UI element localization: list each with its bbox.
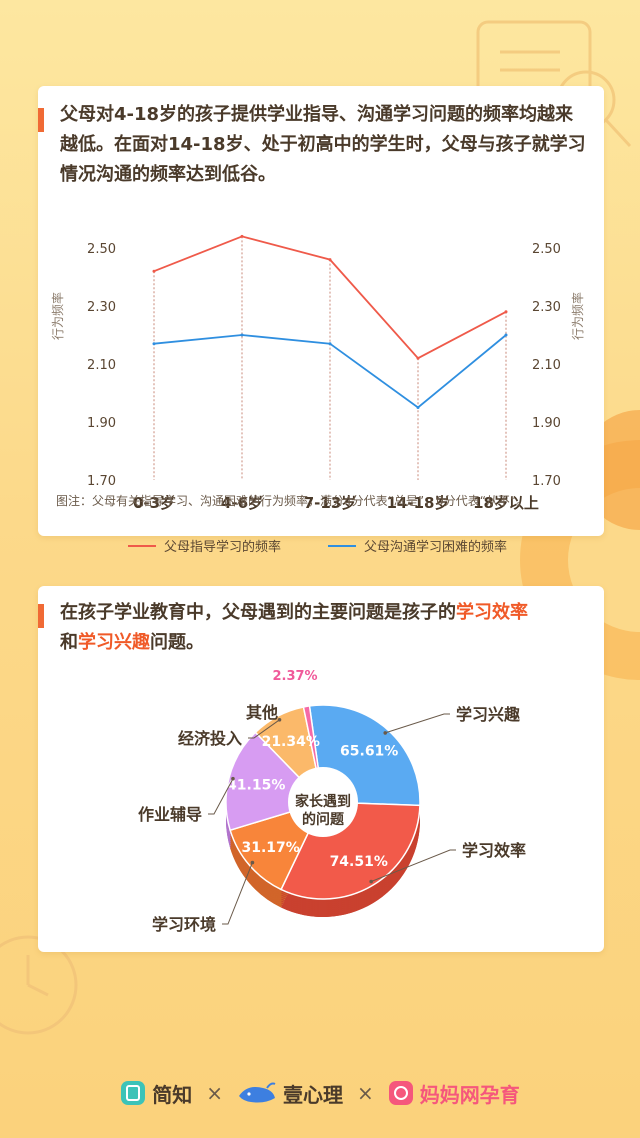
- whale-logo-icon: [239, 1082, 276, 1103]
- donut-slice-edge: [281, 819, 420, 913]
- heading-text: 和: [60, 632, 78, 653]
- data-point: [328, 258, 332, 262]
- leader-line: [385, 713, 450, 734]
- y-tick-label-right: 2.50: [532, 242, 561, 257]
- leader-dot: [231, 776, 235, 781]
- slice-value-label: 41.15%: [227, 778, 285, 794]
- slice-category-label: 学习兴趣: [456, 705, 521, 724]
- heading-highlight-efficiency: 学习效率: [456, 602, 528, 623]
- slice-category-label: 学习环境: [152, 915, 216, 934]
- jianzhi-logo-icon: [121, 1081, 146, 1105]
- line-chart: 2.50 2.50 2.30 2.30 2.10 2.10 1.90 1.90 1.70 1.70…: [50, 234, 585, 555]
- y-tick-label-left: 1.70: [87, 474, 116, 489]
- footer-brands: 简知 × 壹心理 × 妈妈网孕育: [0, 1070, 640, 1116]
- data-point: [152, 269, 156, 273]
- y-tick-label-left: 2.50: [87, 242, 116, 257]
- y-tick-label-left: 2.10: [87, 358, 116, 373]
- y-tick-label-right: 2.10: [532, 358, 561, 373]
- separator: ×: [206, 1081, 223, 1105]
- x-tick-label: 4-6岁: [221, 494, 263, 512]
- brand-jianzhi[interactable]: 简知: [120, 1079, 192, 1108]
- leader-dot: [277, 717, 282, 722]
- chart-note: 图注：父母有关指导学习、沟通困难的行为频率，满分4分代表“总是”，0分代表“从不…: [56, 494, 529, 508]
- donut-slice-edge: [281, 809, 420, 903]
- leader-line: [248, 719, 280, 739]
- section2-heading: 在孩子学业教育中，父母遇到的主要问题是孩子的学习效率和学习兴趣问题。: [60, 598, 586, 658]
- y-tick-label-left: 2.30: [87, 300, 116, 315]
- x-tick-label: 0-3岁: [133, 494, 175, 512]
- legend-label: 父母沟通学习困难的频率: [364, 539, 507, 555]
- leader-line: [370, 849, 456, 883]
- slice-value-label: 2.37%: [272, 669, 317, 684]
- brand-jianzhi-label: 简知: [152, 1082, 193, 1107]
- x-tick-label: 7-13岁: [304, 494, 357, 512]
- y-tick-label-left: 1.90: [87, 416, 116, 431]
- separator: ×: [357, 1081, 374, 1105]
- leader-line: [222, 862, 253, 925]
- donut-slice-edge: [281, 811, 420, 905]
- heading-highlight-interest: 学习兴趣: [78, 632, 150, 653]
- slice-category-label: 经济投入: [178, 729, 242, 748]
- slice-value-label: 65.61%: [340, 744, 398, 760]
- leader-dot: [250, 860, 255, 865]
- slice-value-label: 31.17%: [241, 840, 299, 856]
- section1-heading: 父母对4-18岁的孩子提供学业指导、沟通学习问题的频率均越来越低。在面对14-1…: [60, 104, 586, 185]
- donut-slice-edge: [281, 823, 420, 917]
- problems-card: 在孩子学业教育中，父母遇到的主要问题是孩子的学习效率 和学习兴趣问题。 家长遇到的…: [38, 586, 604, 952]
- donut-slice-edge: [281, 807, 420, 901]
- center-label-1: 家长遇到: [295, 793, 351, 810]
- accent-bar: [38, 604, 44, 628]
- y-axis-label-right: 行为频率: [570, 292, 585, 340]
- brand-yixinli[interactable]: 壹心理: [237, 1079, 343, 1108]
- accent-bar: [38, 108, 44, 132]
- brand-mamawang[interactable]: 妈妈网孕育: [388, 1079, 520, 1108]
- data-point: [152, 342, 156, 346]
- leader-dot: [369, 879, 373, 884]
- data-point: [416, 356, 420, 360]
- donut-slice-edge: [281, 817, 420, 911]
- legend-label: 父母指导学习的频率: [164, 539, 281, 555]
- data-point: [240, 333, 244, 337]
- slice-category-label: 作业辅导: [138, 805, 202, 824]
- donut-center: [288, 767, 358, 837]
- donut-slice-edge: [281, 813, 420, 907]
- mamawang-logo-icon: [388, 1081, 413, 1105]
- y-tick-label-right: 2.30: [532, 300, 561, 315]
- data-point: [504, 333, 508, 337]
- center-label-2: 的问题: [302, 811, 345, 828]
- slice-value-label: 74.51%: [330, 854, 388, 870]
- frequency-card: 父母对4-18岁的孩子提供学业指导、沟通学习问题的频率均越来越低。在面对14-1…: [38, 86, 604, 555]
- data-point: [504, 310, 508, 314]
- brand-yixinli-label: 壹心理: [283, 1082, 343, 1107]
- donut-slice-edge: [281, 821, 420, 915]
- donut-slice-edge: [281, 815, 420, 909]
- slice-category-label: 学习效率: [462, 841, 526, 860]
- heading-text: 在孩子学业教育中，父母遇到的主要问题是孩子的: [60, 602, 456, 623]
- slice-category-label: 其他: [246, 703, 278, 722]
- slice-value-label: 21.34%: [262, 734, 320, 750]
- heading-text: 问题。: [150, 632, 204, 653]
- y-axis-label-left: 行为频率: [50, 292, 65, 340]
- data-point: [328, 342, 332, 346]
- y-tick-label-right: 1.70: [532, 474, 561, 489]
- leader-dot: [383, 731, 388, 735]
- x-tick-label: 14-18岁: [387, 494, 450, 512]
- brand-mamawang-label: 妈妈网孕育: [419, 1082, 520, 1107]
- data-point: [240, 234, 244, 238]
- x-tick-label: 18岁以上: [473, 494, 539, 512]
- data-point: [416, 406, 420, 409]
- y-tick-label-right: 1.90: [532, 416, 561, 431]
- leader-line: [208, 778, 234, 815]
